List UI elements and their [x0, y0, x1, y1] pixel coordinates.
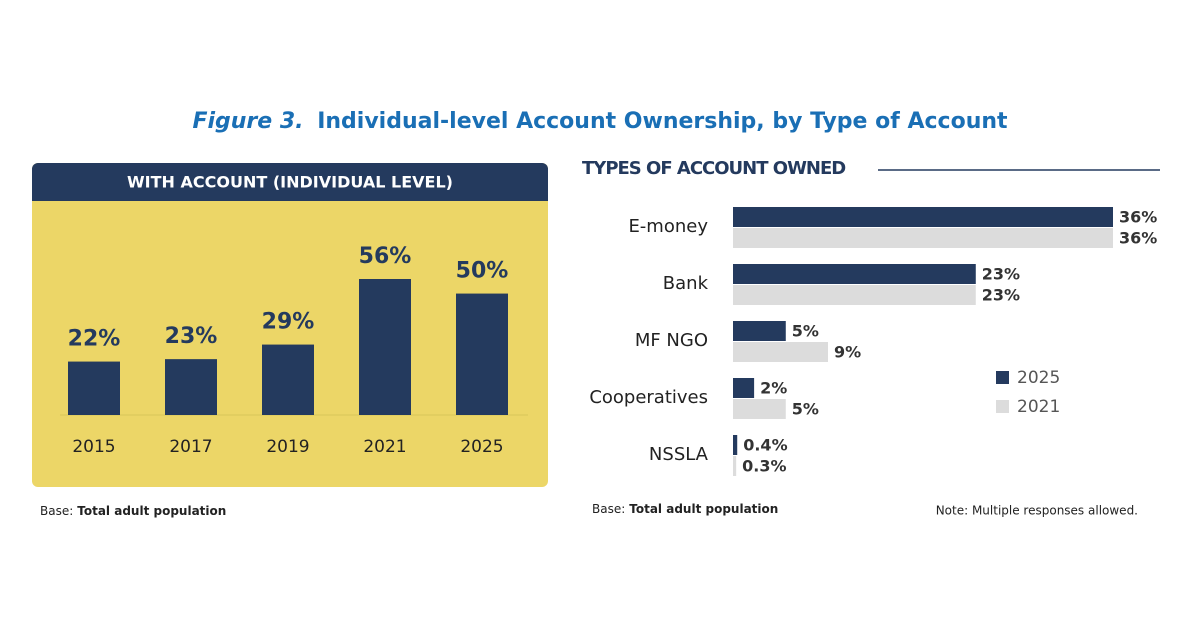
y-tick-label: E-money	[628, 216, 708, 237]
x-tick-label: 2021	[363, 437, 406, 457]
value-label: 0.3%	[742, 457, 786, 476]
figure-label: Figure 3.	[192, 109, 303, 134]
bar	[733, 399, 786, 419]
bar	[262, 344, 314, 415]
bar	[733, 456, 737, 476]
chart-right: TYPES OF ACCOUNT OWNED E-money 36% 36% Bank 2…	[582, 158, 1157, 518]
value-label: 0.4%	[743, 436, 787, 455]
legend-swatch	[996, 400, 1009, 413]
value-label: 23%	[165, 324, 218, 349]
base-text: Total adult population	[77, 504, 226, 518]
x-tick-label: 2019	[266, 437, 309, 457]
bar	[733, 207, 1113, 227]
chart-left: WITH ACCOUNT (INDIVIDUAL LEVEL) 22% 2015 23…	[40, 173, 508, 518]
value-label: 23%	[982, 286, 1020, 305]
panel-header-fill	[32, 190, 548, 201]
bar	[68, 361, 120, 415]
bar	[733, 228, 1113, 248]
base-label: Base:	[592, 502, 625, 516]
figure-title: Individual-level Account Ownership, by T…	[317, 109, 1008, 134]
panel	[32, 163, 548, 487]
bar	[733, 285, 976, 305]
bar	[733, 321, 786, 341]
y-tick-label: Bank	[663, 273, 709, 294]
value-label: 9%	[834, 343, 861, 362]
value-label: 22%	[68, 327, 121, 352]
bar	[165, 359, 217, 415]
figure-title-line: Figure 3. Individual-level Account Owner…	[192, 109, 1008, 134]
chart-title: WITH ACCOUNT (INDIVIDUAL LEVEL)	[127, 173, 453, 192]
y-tick-label: MF NGO	[635, 330, 708, 351]
bar	[733, 342, 828, 362]
value-label: 23%	[982, 265, 1020, 284]
base-note: Base: Total adult population	[40, 504, 226, 518]
value-label: 5%	[792, 322, 819, 341]
x-tick-label: 2017	[169, 437, 212, 457]
value-label: 5%	[792, 400, 819, 419]
value-label: 50%	[456, 259, 509, 284]
x-tick-label: 2025	[460, 437, 503, 457]
bar	[733, 264, 976, 284]
base-text: Total adult population	[629, 502, 778, 516]
chart-title: TYPES OF ACCOUNT OWNED	[582, 158, 845, 179]
value-label: 2%	[760, 379, 787, 398]
value-label: 29%	[262, 310, 315, 335]
legend-swatch	[996, 371, 1009, 384]
bar	[359, 279, 411, 415]
legend-label: 2025	[1017, 368, 1060, 388]
legend-label: 2021	[1017, 397, 1060, 417]
base-label: Base:	[40, 504, 73, 518]
value-label: 36%	[1119, 208, 1157, 227]
bar	[733, 378, 755, 398]
bar	[733, 435, 738, 455]
value-label: 56%	[359, 244, 412, 269]
x-tick-label: 2015	[72, 437, 115, 457]
bar	[456, 293, 508, 415]
value-label: 36%	[1119, 229, 1157, 248]
note: Note: Multiple responses allowed.	[936, 504, 1138, 518]
y-tick-label: NSSLA	[649, 444, 709, 465]
base-note: Base: Total adult population	[592, 502, 778, 516]
y-tick-label: Cooperatives	[589, 387, 708, 408]
